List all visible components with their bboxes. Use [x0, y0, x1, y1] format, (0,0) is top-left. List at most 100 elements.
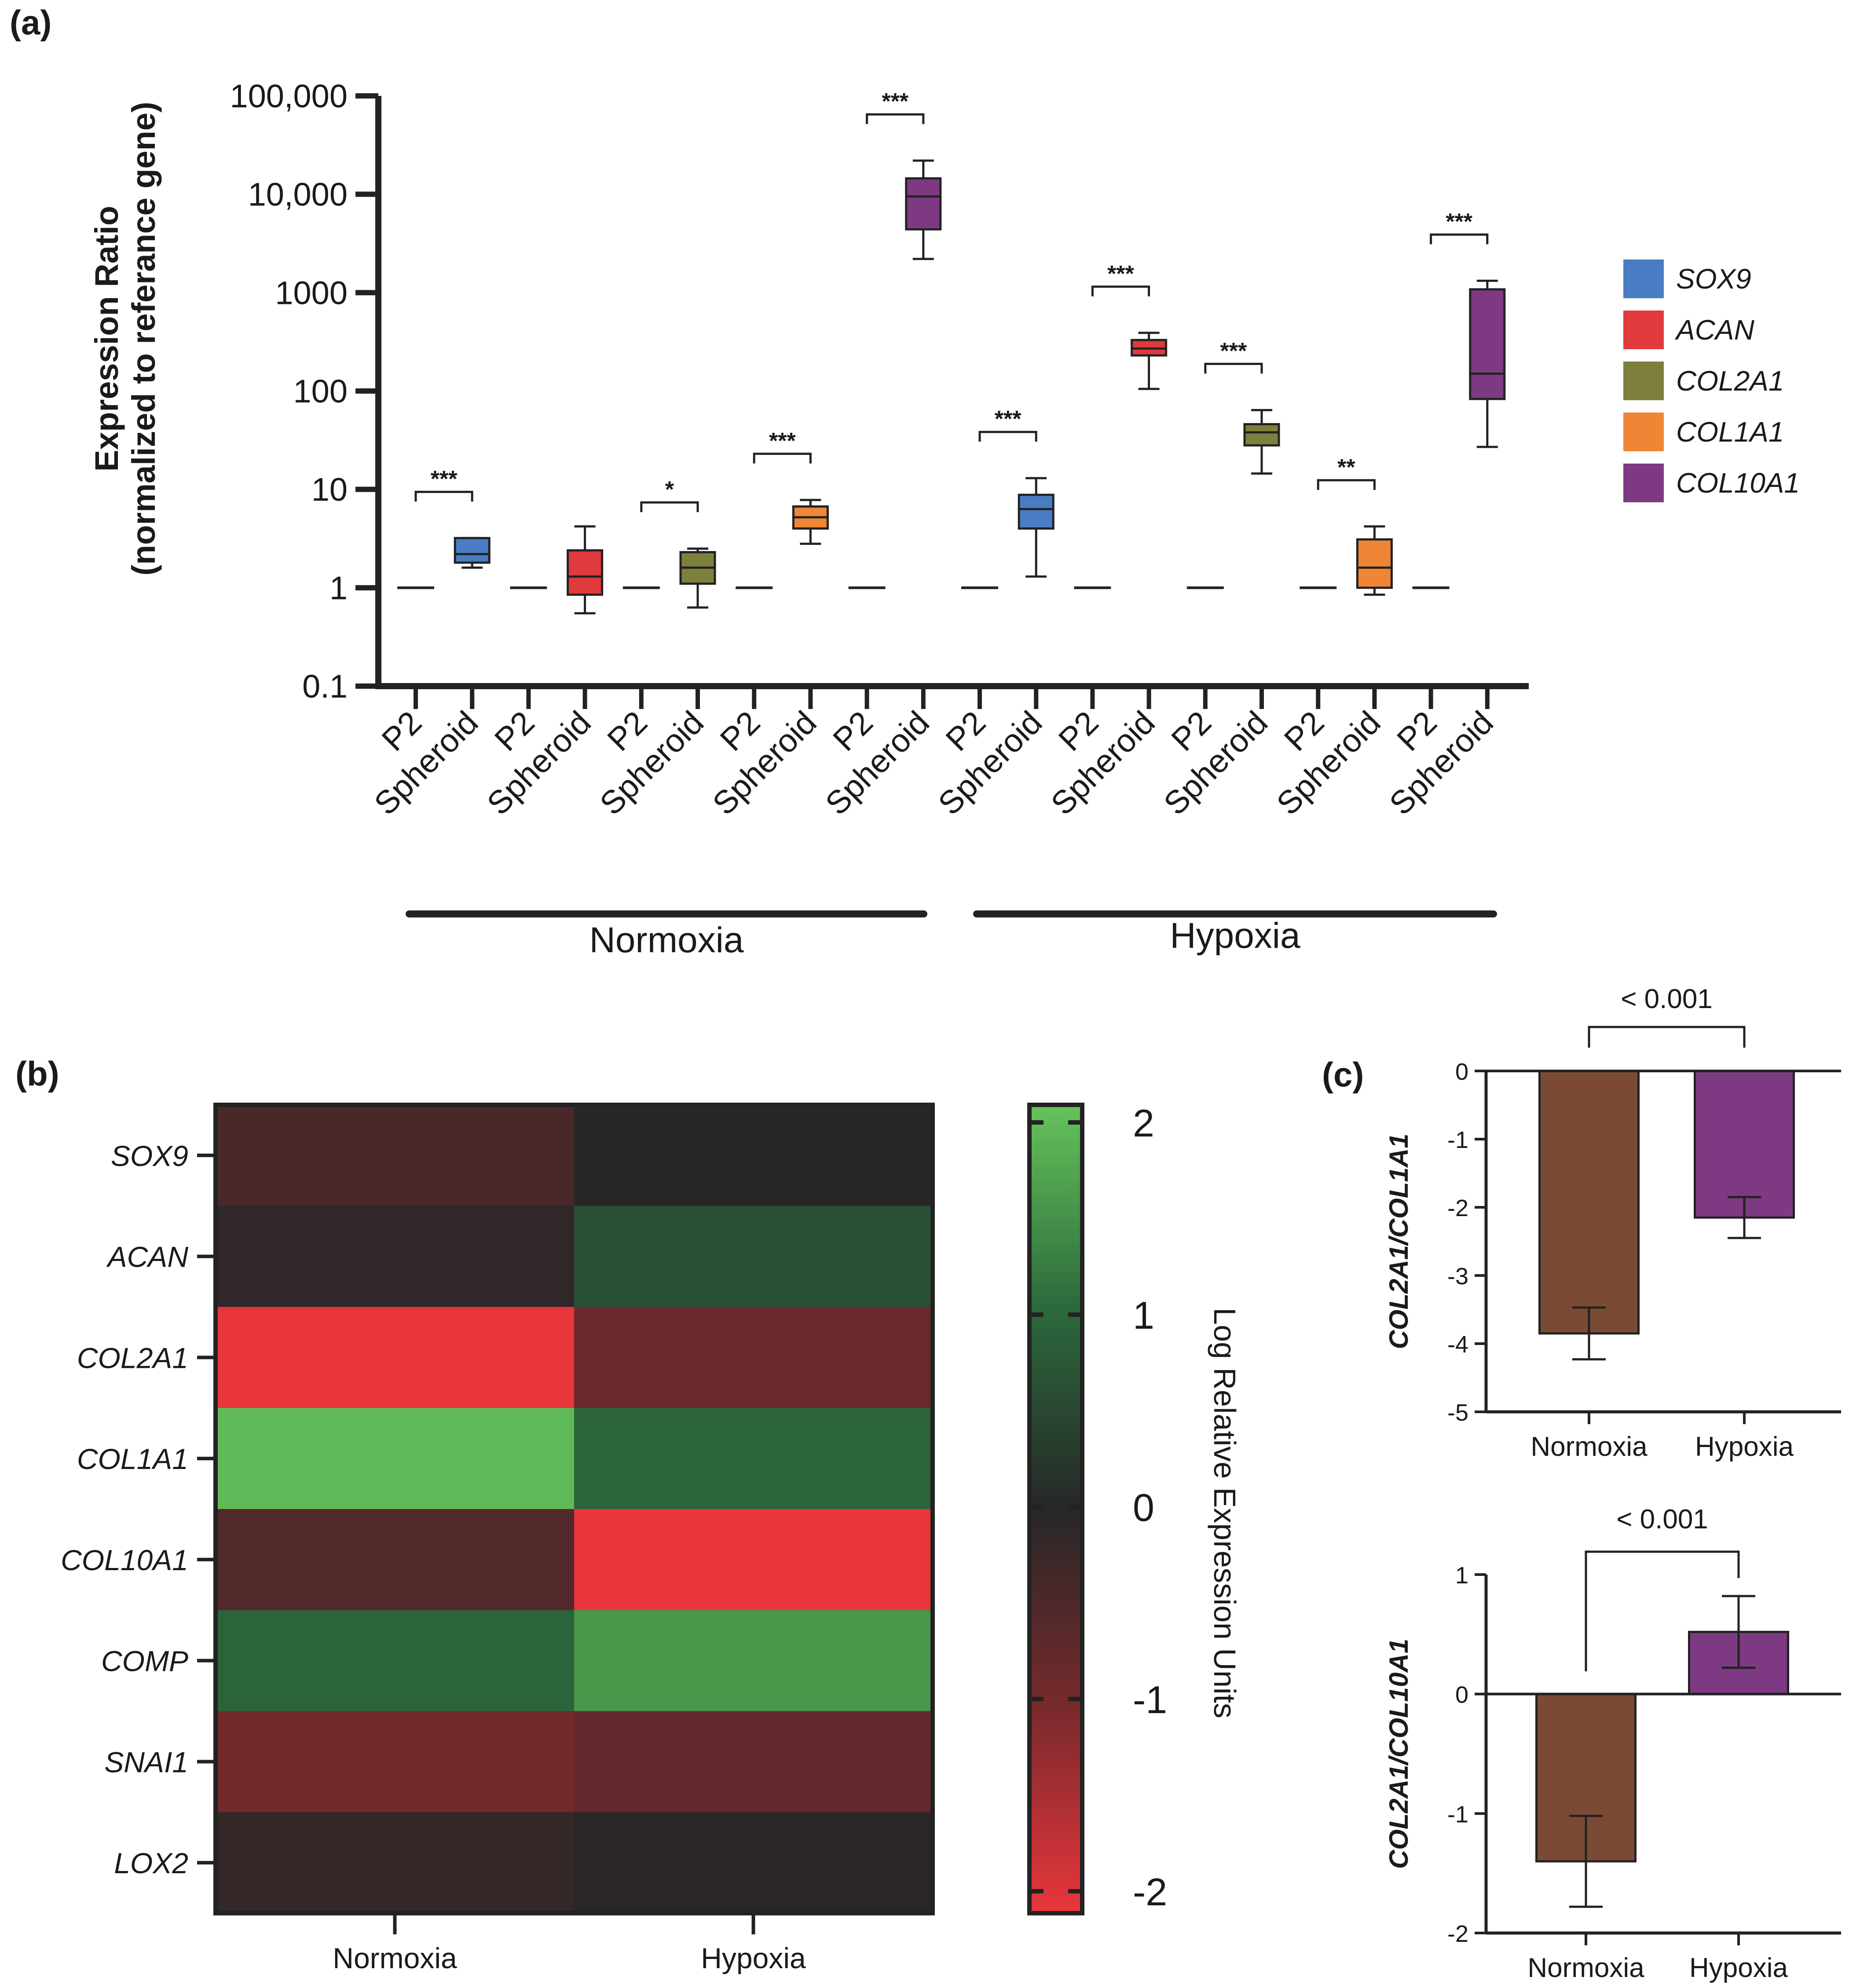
x-tick-label-hypoxia: Hypoxia	[1695, 1432, 1794, 1462]
colorbar-tick-label: -2	[1133, 1870, 1167, 1914]
row-label-col1a1: COL1A1	[77, 1443, 188, 1475]
y-axis-ticks: 100,000 10,000 1000 100 10 1 0.1	[230, 78, 378, 705]
group-labels: Normoxia Hypoxia	[406, 910, 1497, 960]
row-label-acan: ACAN	[106, 1241, 189, 1273]
legend-label-acan: ACAN	[1674, 314, 1755, 346]
x-tick-label-hypoxia: Hypoxia	[1689, 1953, 1788, 1983]
row-label-comp: COMP	[101, 1645, 188, 1677]
heatmap-cell	[574, 1711, 933, 1813]
y-axis-title-line1: Expression Ratio	[88, 206, 125, 472]
box-sox9	[454, 537, 491, 564]
y-tick-label: 1	[330, 570, 348, 606]
significance-stars: ***	[1446, 209, 1472, 234]
significance-bracket	[753, 453, 812, 464]
y-tick-label: 0.1	[302, 668, 348, 705]
significance-stars: ***	[431, 466, 458, 492]
panel-label-a: (a)	[10, 3, 51, 42]
y-tick-label: 0	[1455, 1059, 1468, 1085]
significance-bracket	[1588, 1026, 1746, 1048]
x-tick-label-normoxia: Normoxia	[1530, 1432, 1648, 1462]
legend-swatch-col1a1	[1623, 413, 1664, 451]
legend-label-col10a1: COL10A1	[1676, 467, 1800, 499]
y-axis-title: Expression Ratio (normalized to referanc…	[88, 102, 162, 575]
significance-stars: ***	[882, 89, 908, 114]
heatmap-cell	[216, 1206, 575, 1307]
heatmap-cell	[216, 1408, 575, 1509]
y-tick-label: -1	[1447, 1801, 1468, 1827]
boxes: *** *********************	[397, 89, 1506, 614]
colorbar-tick-label: 0	[1133, 1486, 1154, 1529]
significance-stars: ***	[769, 428, 796, 454]
p-value-label: < 0.001	[1621, 984, 1713, 1014]
colorbar-tick-label: 1	[1133, 1294, 1154, 1337]
row-label-sox9: SOX9	[111, 1140, 188, 1172]
box-col10a1	[1469, 288, 1506, 400]
box-sox9	[1018, 493, 1054, 530]
heatmap-row-labels: SOX9 ACAN COL2A1 COL1A1 COL10A1 COMP SNAI1 LOX2	[61, 1140, 216, 1879]
y-tick-label: 1	[1455, 1562, 1468, 1589]
column-label-hypoxia: Hypoxia	[701, 1942, 806, 1974]
legend-label-col1a1: COL1A1	[1676, 416, 1784, 448]
significance-bracket	[866, 113, 925, 124]
y-tick-label: 10	[311, 471, 348, 508]
significance-stars: ***	[1220, 338, 1247, 364]
panel-b-heatmap: SOX9 ACAN COL2A1 COL1A1 COL10A1 COMP SNAI1 LOX2…	[61, 1101, 1242, 1974]
row-label-col10a1: COL10A1	[61, 1544, 188, 1576]
bar-normoxia	[1538, 1070, 1640, 1335]
y-tick-label: -3	[1447, 1263, 1468, 1290]
heatmap-cells	[216, 1105, 933, 1914]
heatmap-cell	[216, 1610, 575, 1711]
significance-bracket	[1091, 285, 1150, 296]
heatmap-column-labels: Normoxia Hypoxia	[333, 1913, 806, 1974]
row-label-col2a1: COL2A1	[77, 1341, 188, 1374]
legend-label-col2a1: COL2A1	[1676, 365, 1784, 397]
legend-swatch-sox9	[1623, 259, 1664, 298]
panel-label-b: (b)	[15, 1054, 59, 1093]
heatmap-cell	[216, 1307, 575, 1408]
significance-bracket	[1317, 479, 1376, 490]
heatmap-cell	[574, 1105, 933, 1206]
y-axis-title: COL2A1/COL1A1	[1384, 1133, 1413, 1349]
heatmap-cell	[574, 1812, 933, 1914]
column-label-normoxia: Normoxia	[333, 1942, 457, 1974]
y-tick-label: 1000	[275, 274, 348, 311]
legend-swatch-acan	[1623, 311, 1664, 349]
significance-bracket	[978, 431, 1037, 442]
panel-a-boxplot: Expression Ratio (normalized to referanc…	[88, 78, 1800, 960]
box-col2a1	[1243, 423, 1280, 447]
panel-label-c: (c)	[1322, 1055, 1364, 1094]
heatmap-cell	[574, 1509, 933, 1611]
legend-label-sox9: SOX9	[1676, 263, 1751, 295]
y-axis-title: COL2A1/COL10A1	[1384, 1639, 1413, 1869]
significance-stars: ***	[995, 406, 1022, 432]
box-col10a1	[905, 177, 942, 230]
x-tick-label-normoxia: Normoxia	[1527, 1953, 1644, 1983]
box-col1a1	[1356, 538, 1393, 589]
legend-swatch-col2a1	[1623, 362, 1664, 400]
significance-bracket	[1204, 362, 1263, 374]
heatmap-cell	[574, 1408, 933, 1509]
y-tick-label: -4	[1447, 1331, 1468, 1358]
legend-swatch-col10a1	[1623, 464, 1664, 502]
heatmap-cell	[574, 1307, 933, 1408]
heatmap-cell	[216, 1105, 575, 1206]
y-axis-title-line2: (normalized to referance gene)	[125, 102, 162, 575]
heatmap-cell	[574, 1610, 933, 1711]
y-tick-label: -2	[1447, 1195, 1468, 1221]
legend: SOX9 ACAN COL2A1 COL1A1 COL10A1	[1623, 259, 1800, 502]
significance-stars: **	[1337, 455, 1355, 480]
panel-c-bottom-bar-chart: COL2A1/COL10A1 1 0 -1 -2 Normoxia Hypoxia < 0.0…	[1384, 1504, 1841, 1983]
significance-bracket	[414, 490, 473, 502]
y-tick-label: -1	[1447, 1127, 1468, 1153]
significance-stars: ***	[1107, 261, 1134, 287]
p-value-label: < 0.001	[1616, 1504, 1708, 1535]
heatmap-cell	[216, 1812, 575, 1914]
group-label: Hypoxia	[1170, 916, 1300, 956]
significance-bracket	[1585, 1550, 1740, 1671]
colorbar-label: Log Relative Expression Units	[1208, 1308, 1242, 1718]
heatmap-frame	[213, 1103, 935, 1915]
y-tick-label: -5	[1447, 1400, 1468, 1426]
significance-bracket	[1430, 233, 1489, 245]
